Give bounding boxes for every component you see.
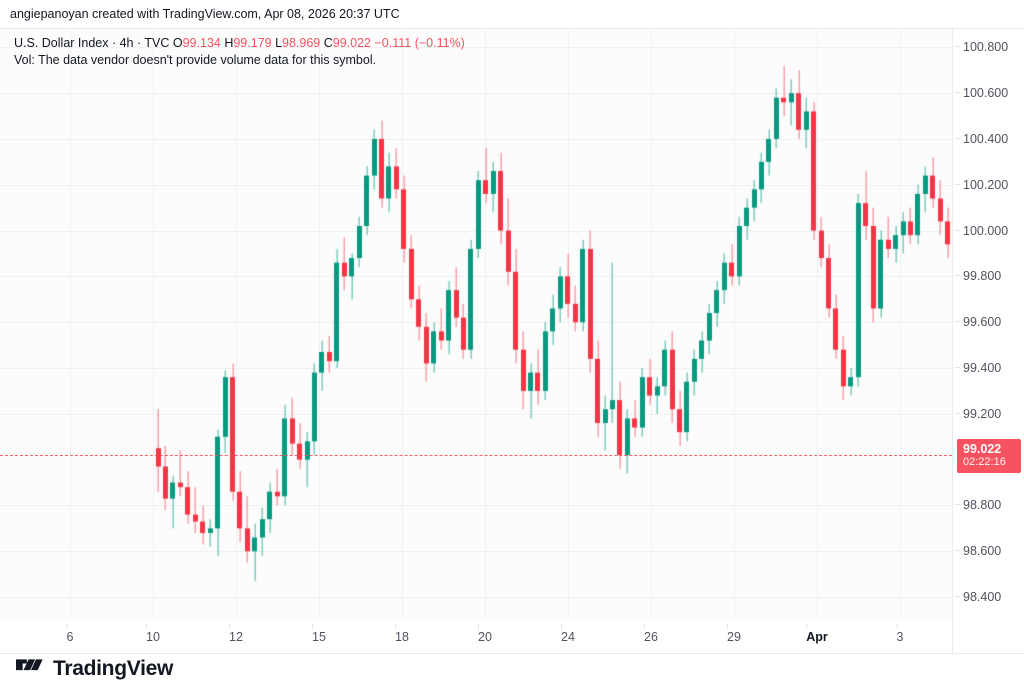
price-axis-tick: 99.800 (955, 270, 1001, 282)
price-tick-mark (955, 367, 960, 368)
last-price-tag[interactable]: 99.022 02:22:16 (957, 438, 1021, 473)
price-tick-mark (955, 230, 960, 231)
price-tick-mark (955, 413, 960, 414)
tradingview-footer-logo: TradingView (16, 658, 173, 679)
time-tick-mark (146, 624, 148, 629)
price-axis-tick: 100.600 (955, 87, 1008, 99)
time-axis-tick: 18 (395, 624, 409, 644)
time-tick-mark (478, 624, 480, 629)
price-tick-mark (955, 275, 960, 276)
time-axis-tick: 10 (146, 624, 160, 644)
price-tick-mark (955, 596, 960, 597)
time-tick-mark (312, 624, 314, 629)
time-tick-mark (644, 624, 646, 629)
price-axis-tick: 98.600 (955, 545, 1001, 557)
price-tick-mark (955, 504, 960, 505)
candlestick-series[interactable] (0, 29, 952, 620)
axis-corner (952, 619, 1024, 654)
price-tick-mark (955, 92, 960, 93)
price-axis[interactable]: 99.022 02:22:16 100.800 100.600 100.400 100… (952, 28, 1024, 621)
last-price-value: 99.022 (963, 441, 1002, 456)
price-tick-mark (955, 46, 960, 47)
price-axis-tick: 100.200 (955, 179, 1008, 191)
price-tick-mark (955, 321, 960, 322)
time-tick-mark (395, 624, 397, 629)
time-axis-tick: 26 (644, 624, 658, 644)
price-axis-tick: 100.000 (955, 225, 1008, 237)
chart-pane[interactable]: U.S. Dollar Index · 4h · TVC O99.134 H99… (0, 28, 952, 621)
price-axis-tick: 98.800 (955, 499, 1001, 511)
price-axis-tick: 100.400 (955, 133, 1008, 145)
time-axis-tick: 15 (312, 624, 326, 644)
tradingview-wordmark: TradingView (53, 657, 174, 680)
price-axis-tick: 98.400 (955, 591, 1001, 603)
time-tick-mark (561, 624, 563, 629)
price-axis-tick: 99.200 (955, 408, 1001, 420)
tradingview-mark-icon (16, 659, 43, 671)
time-axis-tick: Apr (806, 624, 828, 644)
time-axis-tick: 6 (66, 624, 73, 644)
time-axis-tick: 24 (561, 624, 575, 644)
time-tick-mark (66, 624, 68, 629)
price-tick-mark (955, 138, 960, 139)
credit-line: angiepanoyan created with TradingView.co… (10, 7, 400, 21)
time-axis[interactable]: 6 10 12 15 18 20 24 26 29 Apr 3 (0, 619, 952, 654)
price-axis-tick: 99.400 (955, 362, 1001, 374)
time-tick-mark (229, 624, 231, 629)
time-axis-tick: 29 (727, 624, 741, 644)
price-axis-tick: 99.600 (955, 316, 1001, 328)
time-tick-mark (896, 624, 898, 629)
price-tick-mark (955, 184, 960, 185)
price-tick-mark (955, 550, 960, 551)
time-tick-mark (727, 624, 729, 629)
time-axis-tick: 3 (896, 624, 903, 644)
last-price-line (0, 454, 952, 456)
bar-countdown: 02:22:16 (963, 455, 1006, 468)
price-axis-tick: 100.800 (955, 41, 1008, 53)
time-tick-mark (806, 624, 808, 629)
time-axis-tick: 20 (478, 624, 492, 644)
time-axis-tick: 12 (229, 624, 243, 644)
